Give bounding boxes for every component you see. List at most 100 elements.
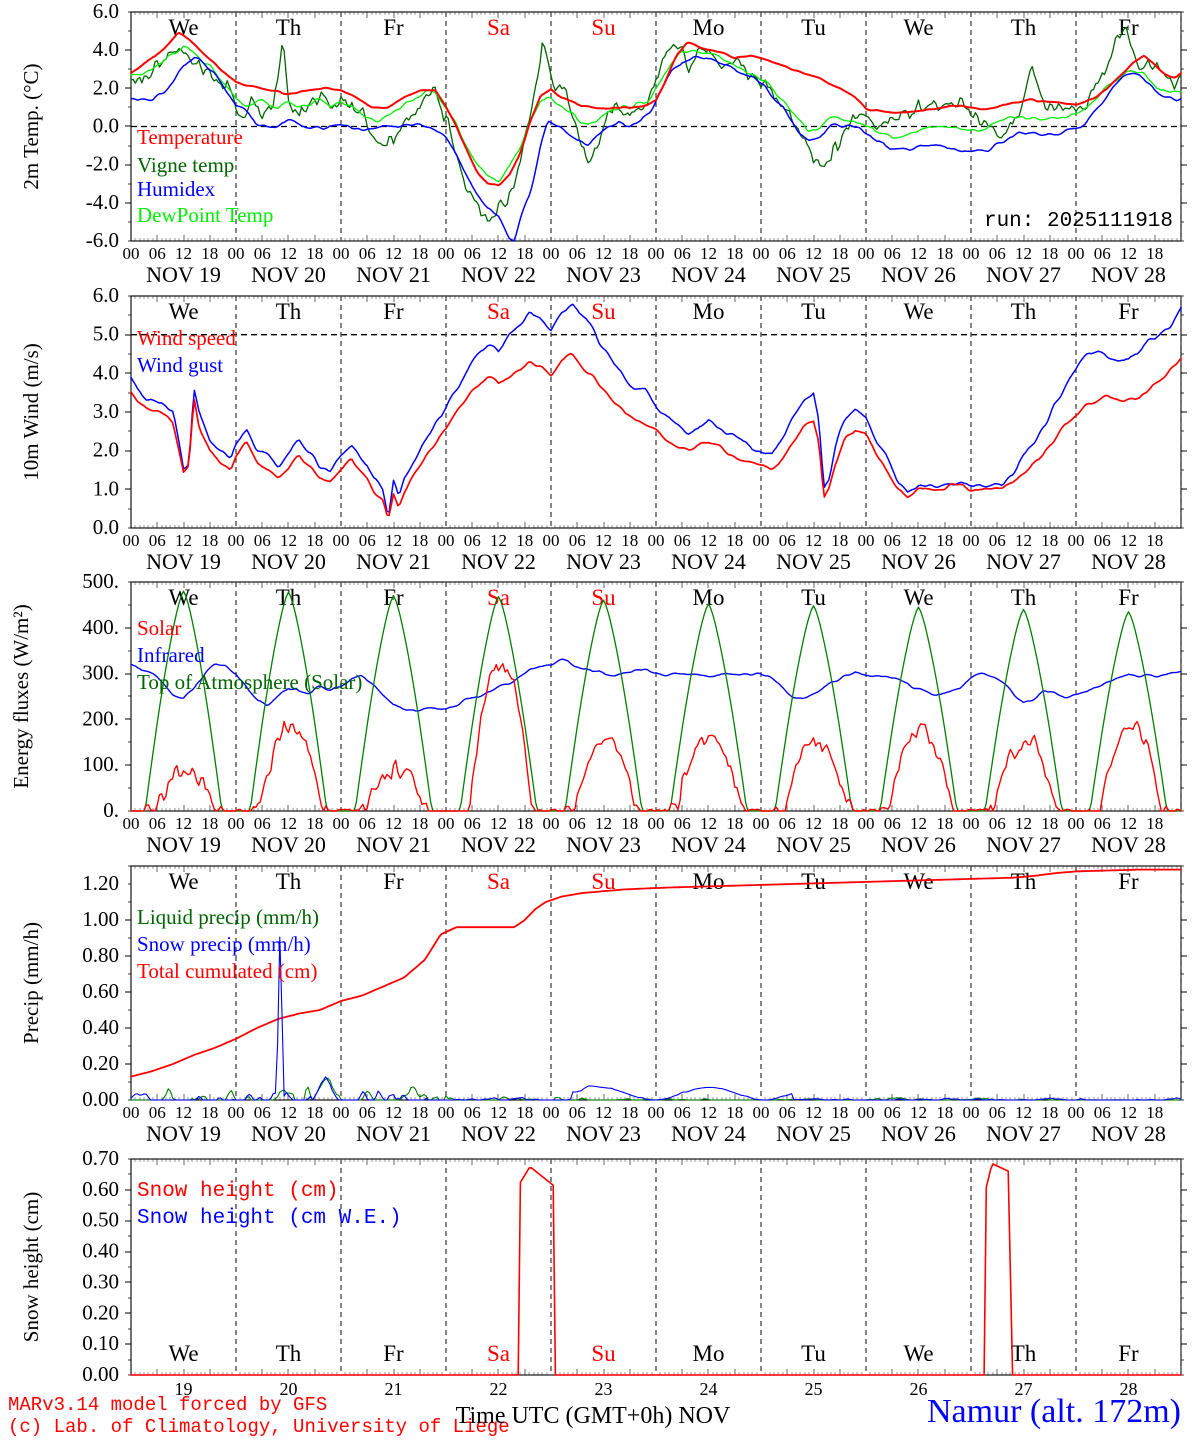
svg-text:18: 18 [306, 1103, 323, 1122]
svg-text:-6.0: -6.0 [86, 228, 119, 252]
svg-text:Fr: Fr [383, 1341, 404, 1366]
svg-text:NOV 23: NOV 23 [566, 1121, 641, 1146]
svg-text:0.00: 0.00 [82, 1362, 119, 1386]
svg-text:Mo: Mo [693, 15, 725, 40]
svg-text:12: 12 [175, 531, 192, 550]
svg-text:06: 06 [1094, 531, 1111, 550]
svg-text:1.20: 1.20 [82, 871, 119, 895]
svg-text:00: 00 [333, 814, 350, 833]
svg-text:10m Wind (m/s): 10m Wind (m/s) [19, 343, 43, 481]
svg-text:Snow height (cm W.E.): Snow height (cm W.E.) [137, 1207, 402, 1230]
svg-text:NOV 21: NOV 21 [356, 549, 431, 574]
svg-text:06: 06 [464, 1103, 481, 1122]
svg-text:00: 00 [333, 1103, 350, 1122]
svg-text:00: 00 [753, 1103, 770, 1122]
svg-text:18: 18 [411, 1103, 428, 1122]
svg-text:06: 06 [569, 244, 586, 263]
svg-text:23: 23 [595, 1379, 613, 1399]
svg-text:DewPoint Temp: DewPoint Temp [137, 203, 273, 227]
svg-text:12: 12 [595, 1103, 612, 1122]
svg-text:00: 00 [123, 244, 140, 263]
svg-text:0.10: 0.10 [82, 1331, 119, 1355]
svg-text:18: 18 [516, 244, 533, 263]
svg-text:NOV 25: NOV 25 [776, 262, 851, 287]
svg-text:NOV 27: NOV 27 [986, 549, 1061, 574]
svg-text:NOV 19: NOV 19 [146, 832, 221, 857]
svg-text:We: We [168, 299, 198, 324]
svg-text:18: 18 [411, 244, 428, 263]
svg-text:200.: 200. [82, 706, 119, 730]
svg-text:06: 06 [989, 531, 1006, 550]
svg-text:Snow height (cm): Snow height (cm) [19, 1192, 43, 1342]
svg-text:06: 06 [884, 531, 901, 550]
svg-text:06: 06 [254, 1103, 271, 1122]
svg-text:Sa: Sa [487, 869, 510, 894]
svg-text:18: 18 [516, 1103, 533, 1122]
svg-text:06: 06 [464, 244, 481, 263]
svg-text:NOV 28: NOV 28 [1091, 1121, 1166, 1146]
svg-text:00: 00 [753, 814, 770, 833]
svg-text:NOV 19: NOV 19 [146, 1121, 221, 1146]
svg-text:4.0: 4.0 [93, 37, 119, 61]
svg-text:06: 06 [464, 814, 481, 833]
svg-text:18: 18 [1041, 531, 1058, 550]
svg-text:0.60: 0.60 [82, 979, 119, 1003]
svg-text:18: 18 [1146, 244, 1163, 263]
svg-text:06: 06 [254, 244, 271, 263]
svg-text:Fr: Fr [1118, 585, 1139, 610]
svg-text:Th: Th [276, 585, 302, 610]
svg-text:06: 06 [989, 1103, 1006, 1122]
svg-text:06: 06 [359, 531, 376, 550]
svg-text:2.0: 2.0 [93, 438, 119, 462]
svg-text:Su: Su [591, 299, 616, 324]
svg-text:NOV 20: NOV 20 [251, 832, 326, 857]
svg-text:18: 18 [411, 814, 428, 833]
svg-text:2m Temp. (°C): 2m Temp. (°C) [19, 63, 43, 189]
svg-text:Wind speed: Wind speed [137, 326, 236, 350]
svg-text:06: 06 [254, 531, 271, 550]
svg-text:06: 06 [779, 531, 796, 550]
svg-text:12: 12 [1015, 814, 1032, 833]
svg-text:18: 18 [201, 531, 218, 550]
svg-text:18: 18 [1041, 244, 1058, 263]
svg-text:06: 06 [779, 244, 796, 263]
svg-text:00: 00 [228, 531, 245, 550]
svg-text:(c) Lab. of Climatology, Unive: (c) Lab. of Climatology, University of L… [8, 1416, 510, 1438]
svg-text:06: 06 [1094, 1103, 1111, 1122]
svg-text:12: 12 [805, 1103, 822, 1122]
svg-text:0.40: 0.40 [82, 1015, 119, 1039]
svg-text:12: 12 [280, 1103, 297, 1122]
svg-text:0.20: 0.20 [82, 1051, 119, 1075]
svg-text:We: We [168, 1341, 198, 1366]
svg-text:Fr: Fr [383, 299, 404, 324]
svg-text:12: 12 [595, 814, 612, 833]
svg-text:06: 06 [884, 814, 901, 833]
svg-text:06: 06 [149, 1103, 166, 1122]
svg-text:18: 18 [516, 531, 533, 550]
svg-text:06: 06 [569, 1103, 586, 1122]
svg-text:12: 12 [700, 531, 717, 550]
svg-text:00: 00 [333, 244, 350, 263]
svg-text:18: 18 [831, 531, 848, 550]
svg-text:00: 00 [648, 814, 665, 833]
svg-text:12: 12 [805, 814, 822, 833]
svg-text:Th: Th [1011, 15, 1037, 40]
svg-text:12: 12 [1015, 244, 1032, 263]
svg-text:06: 06 [989, 814, 1006, 833]
svg-text:00: 00 [1068, 814, 1085, 833]
svg-text:MARv3.14 model forced by GFS: MARv3.14 model forced by GFS [8, 1394, 327, 1416]
svg-text:NOV 26: NOV 26 [881, 262, 956, 287]
svg-text:12: 12 [700, 814, 717, 833]
svg-text:NOV 26: NOV 26 [881, 549, 956, 574]
svg-text:00: 00 [963, 814, 980, 833]
svg-text:00: 00 [228, 814, 245, 833]
svg-text:26: 26 [910, 1379, 928, 1399]
svg-text:NOV 24: NOV 24 [671, 549, 746, 574]
svg-text:0.: 0. [103, 798, 119, 822]
svg-text:12: 12 [805, 531, 822, 550]
svg-text:22: 22 [490, 1379, 508, 1399]
svg-text:Precip (mm/h): Precip (mm/h) [19, 922, 43, 1044]
svg-text:1.0: 1.0 [93, 476, 119, 500]
svg-text:00: 00 [543, 244, 560, 263]
svg-text:Su: Su [591, 15, 616, 40]
